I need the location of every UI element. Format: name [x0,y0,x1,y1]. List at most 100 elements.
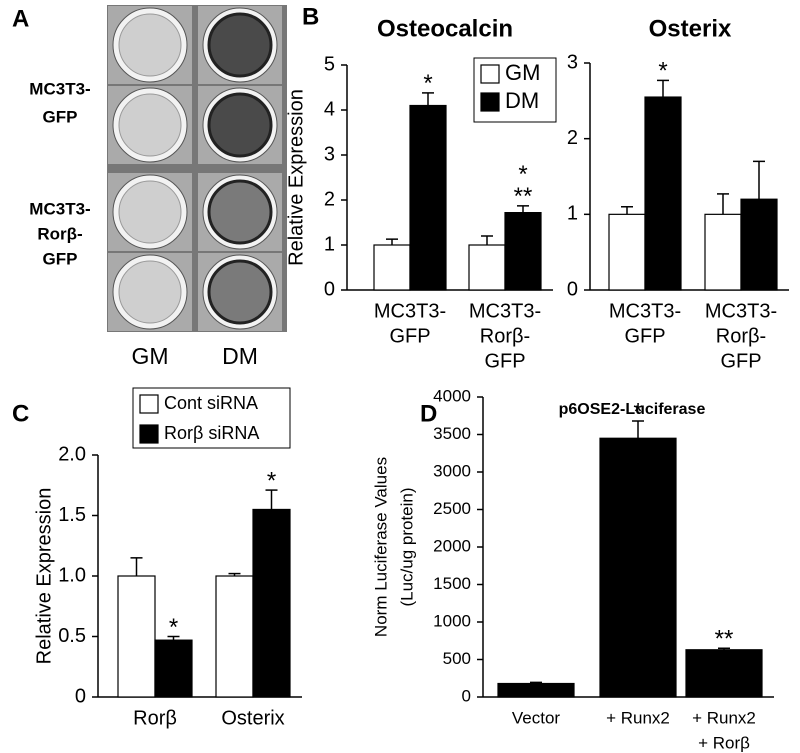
significance-mark: * [423,70,432,97]
row-label: Rorβ- [37,224,82,243]
panel-letter: B [302,3,319,30]
legend-label: GM [505,60,540,85]
y-tick-label: 2 [324,188,335,210]
x-tick-label: + Runx2 [692,708,756,727]
bar [504,212,542,291]
x-tick-label: + Rorβ [698,733,750,752]
y-axis-label: (Luc/ug protein) [397,487,416,606]
bar [740,198,778,291]
legend-label: DM [505,88,539,113]
row-label: MC3T3- [29,199,90,218]
bar [409,104,447,291]
y-tick-label: 3 [567,51,578,73]
x-tick-label: GFP [484,350,525,372]
well [118,180,182,244]
chart-title: Osteocalcin [377,15,513,42]
x-tick-label: MC3T3- [374,300,446,322]
significance-mark: * [518,161,527,188]
well [118,93,182,157]
x-tick-label: MC3T3- [705,300,777,322]
x-tick-label: Rorβ- [716,325,766,347]
y-tick-label: 0 [324,278,335,300]
y-tick-label: 5 [324,53,335,75]
x-tick-label: Rorβ [133,707,177,729]
panel-letter: C [12,400,29,427]
bar [468,244,506,291]
y-tick-label: 4000 [433,386,471,405]
bar [373,244,411,291]
y-tick-label: 1 [567,203,578,225]
x-tick-label: Vector [512,708,561,727]
y-tick-label: 1000 [433,611,471,630]
y-tick-label: 4 [324,98,335,120]
y-tick-label: 0 [75,685,86,707]
legend-label: Cont siRNA [164,393,258,413]
y-tick-label: 1.0 [58,564,86,586]
row-label: MC3T3- [29,79,90,98]
y-tick-label: 2.0 [58,443,86,465]
significance-mark: * [658,58,667,85]
significance-mark: ** [514,183,533,210]
legend-swatch [139,394,159,414]
legend-swatch [139,424,159,444]
y-axis-label: Relative Expression [285,89,307,266]
y-axis-label: Relative Expression [33,488,55,665]
well [207,12,273,78]
y-tick-label: 1.5 [58,504,86,526]
x-tick-label: MC3T3- [469,300,541,322]
x-tick-label: Rorβ- [480,325,530,347]
legend-swatch [480,64,500,84]
bar [685,649,763,698]
x-tick-label: GFP [720,350,761,372]
bar [154,639,193,698]
y-tick-label: 0 [567,278,578,300]
bar [252,508,291,698]
legend-label: Rorβ siRNA [164,423,259,443]
y-axis-label: Norm Luciferase Values [371,457,390,637]
bar [704,213,742,291]
significance-mark: ** [715,626,734,653]
well [118,260,182,324]
y-tick-label: 3 [324,143,335,165]
column-label: DM [222,343,258,369]
bar [215,575,254,698]
bar [608,213,646,291]
x-tick-label: Osterix [221,707,284,729]
significance-mark: * [267,467,276,494]
panel-letter: D [420,400,437,427]
bar [117,575,156,698]
row-label: GFP [43,107,78,126]
y-tick-label: 0.5 [58,625,86,647]
bar [644,96,682,291]
y-tick-label: 0 [462,686,471,705]
bar [599,437,677,698]
y-tick-label: 3500 [433,424,471,443]
well [207,259,273,325]
y-tick-label: 3000 [433,461,471,480]
y-tick-label: 2000 [433,536,471,555]
x-tick-label: MC3T3- [609,300,681,322]
significance-mark: * [633,398,642,425]
legend-box [132,387,291,449]
column-label: GM [131,343,168,369]
chart-title: Osterix [649,15,732,42]
well [207,92,273,158]
legend-swatch [480,92,500,112]
well [118,13,182,77]
x-tick-label: GFP [389,325,430,347]
row-label: GFP [43,249,78,268]
chart-title: p6OSE2-Luciferase [559,401,706,418]
x-tick-label: GFP [624,325,665,347]
y-tick-label: 500 [443,649,471,668]
significance-mark: * [169,614,178,641]
bar [497,682,575,698]
y-tick-label: 1500 [433,574,471,593]
y-tick-label: 1 [324,233,335,255]
well [207,179,273,245]
y-tick-label: 2500 [433,499,471,518]
y-tick-label: 2 [567,127,578,149]
panel-letter: A [12,5,29,32]
x-tick-label: + Runx2 [606,708,670,727]
